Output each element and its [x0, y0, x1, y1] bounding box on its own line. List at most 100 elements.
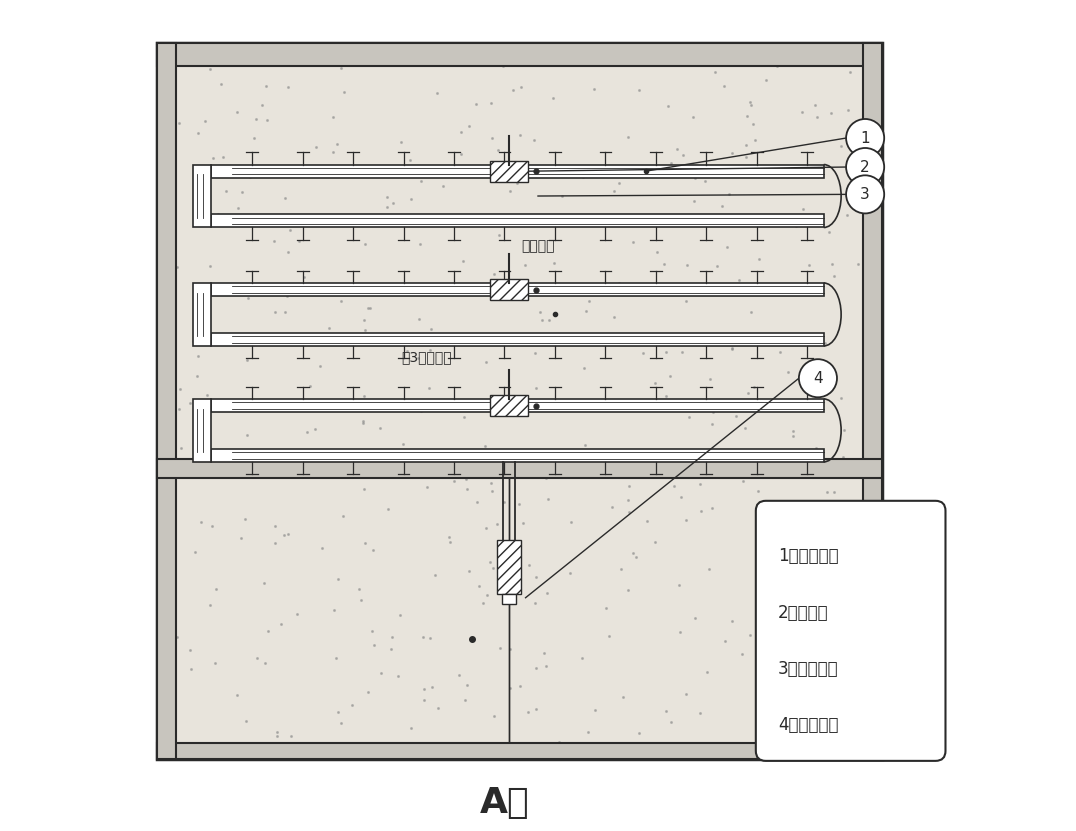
- Point: [625, 547, 642, 560]
- Point: [455, 411, 472, 424]
- Point: [511, 129, 528, 142]
- Point: [495, 495, 512, 509]
- Point: [527, 570, 544, 583]
- Point: [768, 60, 785, 73]
- Point: [421, 381, 438, 395]
- Circle shape: [846, 175, 884, 214]
- Point: [724, 614, 741, 627]
- Point: [732, 736, 749, 750]
- Point: [839, 103, 856, 116]
- Point: [320, 321, 337, 334]
- Point: [170, 402, 187, 416]
- Point: [741, 96, 759, 109]
- Point: [291, 235, 308, 248]
- Point: [192, 516, 209, 529]
- Point: [380, 503, 397, 516]
- Bar: [211, 214, 824, 228]
- Point: [256, 576, 273, 589]
- Point: [657, 705, 675, 718]
- Point: [674, 346, 691, 359]
- Point: [275, 450, 293, 463]
- Point: [329, 706, 346, 719]
- Point: [526, 347, 543, 360]
- Point: [721, 188, 738, 201]
- Point: [700, 563, 718, 576]
- Point: [672, 490, 690, 504]
- Point: [392, 608, 409, 622]
- Point: [635, 347, 652, 360]
- Point: [686, 612, 704, 625]
- Bar: [211, 283, 824, 296]
- Point: [482, 96, 499, 110]
- Point: [794, 570, 811, 583]
- Point: [490, 144, 507, 157]
- Point: [241, 170, 258, 184]
- Point: [520, 558, 537, 572]
- Point: [832, 140, 849, 153]
- Point: [494, 60, 511, 73]
- Point: [739, 386, 756, 400]
- Point: [782, 696, 799, 710]
- Bar: [157, 43, 881, 66]
- Point: [379, 200, 396, 214]
- Point: [475, 597, 492, 610]
- Bar: [491, 279, 527, 300]
- Point: [705, 405, 722, 418]
- Point: [211, 58, 228, 71]
- Bar: [870, 702, 896, 708]
- Point: [483, 131, 500, 145]
- Point: [491, 229, 508, 242]
- Point: [724, 146, 741, 160]
- Point: [359, 686, 377, 699]
- Point: [685, 194, 703, 208]
- Point: [485, 267, 502, 280]
- Point: [719, 240, 736, 253]
- Point: [527, 703, 544, 716]
- Point: [733, 648, 750, 661]
- Circle shape: [798, 359, 837, 397]
- Point: [577, 304, 594, 317]
- Circle shape: [846, 119, 884, 157]
- Point: [326, 603, 343, 617]
- Point: [509, 176, 526, 189]
- Point: [182, 662, 199, 676]
- Point: [198, 199, 215, 213]
- Point: [295, 270, 312, 283]
- Point: [468, 495, 485, 509]
- Point: [402, 192, 420, 205]
- Point: [472, 168, 490, 181]
- Text: 3、管道支座: 3、管道支座: [778, 660, 839, 678]
- Point: [188, 369, 206, 382]
- Point: [825, 485, 843, 499]
- Point: [621, 505, 638, 519]
- Point: [824, 258, 841, 271]
- Point: [394, 438, 411, 451]
- Point: [445, 474, 463, 487]
- Point: [186, 545, 203, 558]
- Point: [279, 527, 296, 540]
- Point: [458, 483, 476, 496]
- Point: [238, 715, 255, 728]
- Point: [421, 343, 438, 356]
- Point: [300, 287, 317, 300]
- Point: [663, 715, 680, 729]
- Bar: [491, 396, 527, 416]
- Point: [779, 550, 796, 563]
- Point: [383, 631, 400, 644]
- Point: [614, 690, 632, 703]
- Point: [308, 140, 325, 154]
- Point: [332, 294, 350, 307]
- Point: [201, 62, 218, 76]
- Point: [259, 624, 277, 637]
- Point: [169, 631, 186, 644]
- Point: [809, 110, 826, 123]
- Point: [267, 536, 284, 549]
- Point: [189, 349, 207, 362]
- Point: [365, 639, 382, 652]
- Point: [585, 82, 603, 96]
- Point: [649, 245, 666, 258]
- Point: [301, 379, 318, 392]
- Point: [516, 258, 534, 272]
- Point: [275, 528, 293, 541]
- Point: [281, 224, 298, 237]
